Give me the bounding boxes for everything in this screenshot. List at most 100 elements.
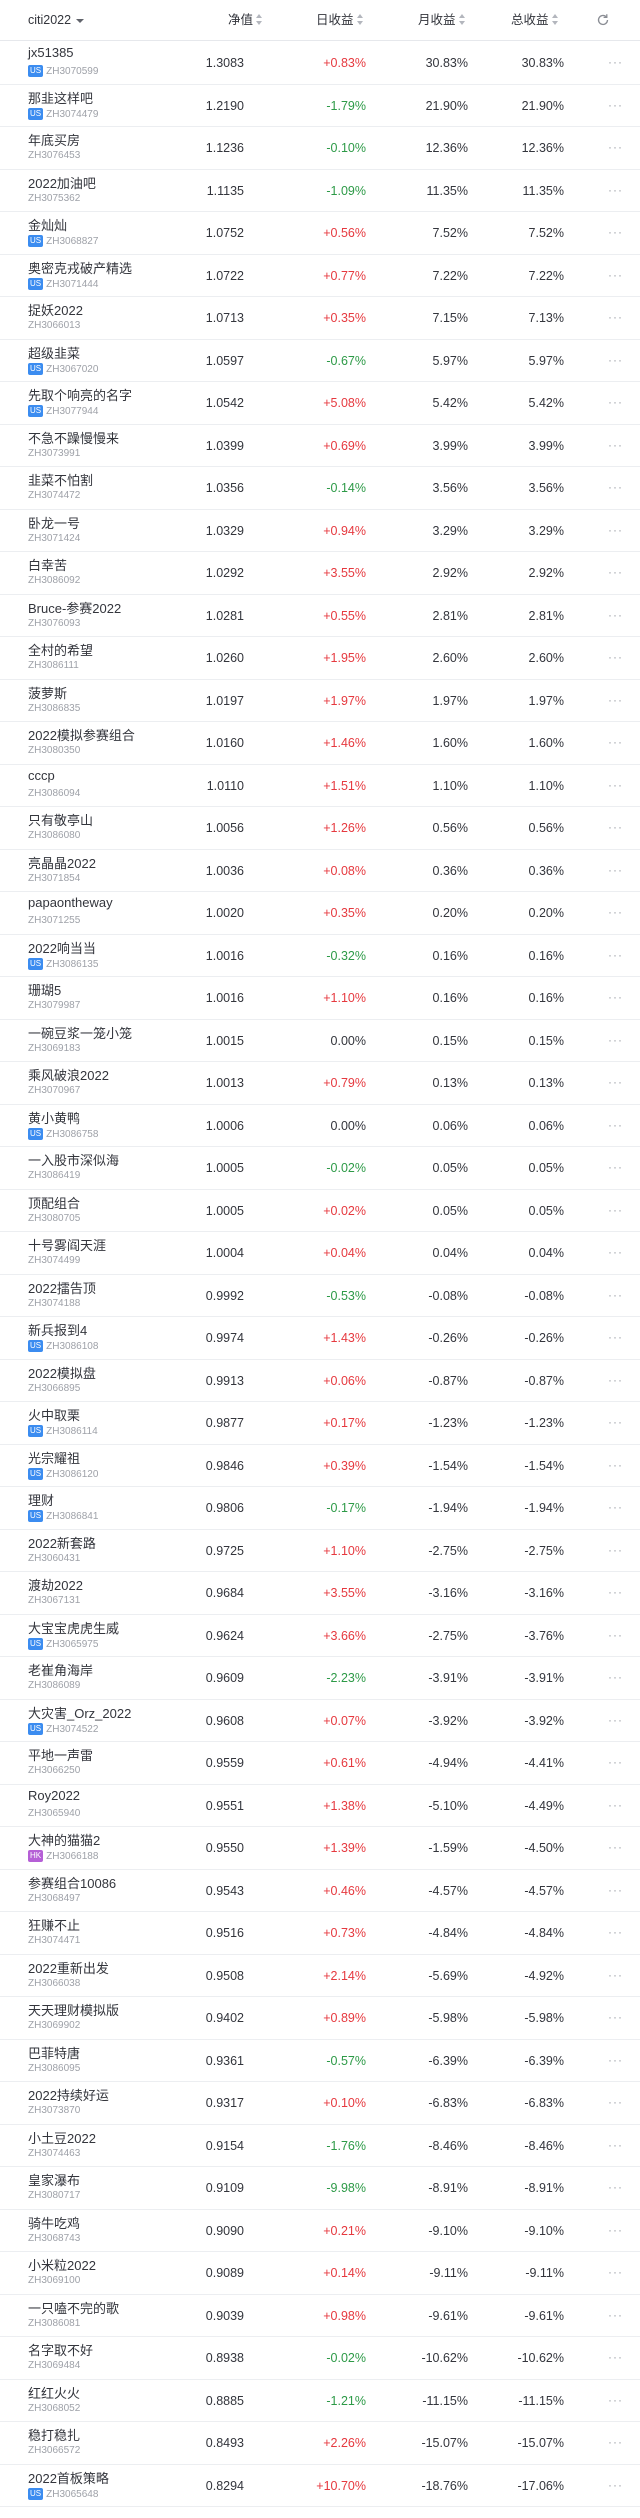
table-row[interactable]: 2022擂告顶 ZH3074188 0.9992 -0.53% -0.08% -0.08%… bbox=[0, 1275, 640, 1317]
table-row[interactable]: 新兵报到4 US ZH3086108 0.9974 +1.43% -0.26% -0.26%… bbox=[0, 1317, 640, 1360]
more-icon[interactable]: ··· bbox=[608, 97, 623, 112]
table-row[interactable]: 黄小黄鸭 US ZH3086758 1.0006 0.00% 0.06% 0.06% ··· bbox=[0, 1105, 640, 1147]
portfolio-name[interactable]: 顶配组合 bbox=[28, 1195, 81, 1211]
more-icon[interactable]: ··· bbox=[608, 2180, 623, 2194]
portfolio-name[interactable]: 一只嗑不完的歌 bbox=[28, 2300, 120, 2316]
more-icon[interactable]: ··· bbox=[608, 2137, 623, 2152]
portfolio-name[interactable]: 巴菲特唐 bbox=[28, 2045, 81, 2061]
table-row[interactable]: 2022重新出发 ZH3066038 0.9508 +2.14% -5.69% -4.92… bbox=[0, 1955, 640, 1997]
more-icon[interactable]: ··· bbox=[608, 1585, 623, 1599]
more-icon[interactable]: ··· bbox=[608, 437, 623, 452]
more-icon[interactable]: ··· bbox=[608, 2350, 623, 2364]
portfolio-name[interactable]: 2022加油吧 bbox=[28, 175, 96, 191]
more-icon[interactable]: ··· bbox=[608, 1372, 623, 1387]
more-icon[interactable]: ··· bbox=[608, 1075, 623, 1089]
table-row[interactable]: 超级韭菜 US ZH3067020 1.0597 -0.67% 5.97% 5.97% ··· bbox=[0, 340, 640, 382]
more-icon[interactable]: ··· bbox=[608, 862, 623, 877]
sort-nav[interactable]: 净值 bbox=[228, 0, 263, 41]
more-icon[interactable]: ··· bbox=[608, 692, 623, 707]
portfolio-name[interactable]: Bruce-参赛2022 bbox=[28, 600, 122, 616]
table-row[interactable]: 不急不躁慢慢来 ZH3073991 1.0399 +0.69% 3.99% 3.99% ··… bbox=[0, 425, 640, 467]
table-row[interactable]: 皇家瀑布 ZH3080717 0.9109 -9.98% -8.91% -8.91% ··· bbox=[0, 2167, 640, 2210]
table-row[interactable]: 2022新套路 ZH3060431 0.9725 +1.10% -2.75% -2.75%… bbox=[0, 1530, 640, 1572]
table-row[interactable]: 稳打稳扎 ZH3066572 0.8493 +2.26% -15.07% -15.07% ·… bbox=[0, 2422, 640, 2465]
more-icon[interactable]: ··· bbox=[608, 55, 623, 69]
table-row[interactable]: 渡劫2022 ZH3067131 0.9684 +3.55% -3.16% -3.16% ·… bbox=[0, 1572, 640, 1615]
more-icon[interactable]: ··· bbox=[608, 1032, 623, 1047]
table-row[interactable]: 巴菲特唐 ZH3086095 0.9361 -0.57% -6.39% -6.39% ··· bbox=[0, 2040, 640, 2082]
table-row[interactable]: 大宝宝虎虎生威 US ZH3065975 0.9624 +3.66% -2.75% -3.7… bbox=[0, 1615, 640, 1657]
table-row[interactable]: 一碗豆浆一笼小笼 ZH3069183 1.0015 0.00% 0.15% 0.15% ··… bbox=[0, 1020, 640, 1062]
table-row[interactable]: 2022加油吧 ZH3075362 1.1135 -1.09% 11.35% 11.35%… bbox=[0, 170, 640, 212]
table-row[interactable]: 那韭这样吧 US ZH3074479 1.2190 -1.79% 21.90% 21.90%… bbox=[0, 85, 640, 127]
more-icon[interactable]: ··· bbox=[608, 1755, 623, 1769]
table-row[interactable]: 2022首板策略 US ZH3065648 0.8294 +10.70% -18.76% -… bbox=[0, 2465, 640, 2507]
table-row[interactable]: 大灾害_Orz_2022 US ZH3074522 0.9608 +0.07% -3.92… bbox=[0, 1700, 640, 1742]
portfolio-name[interactable]: 渡劫2022 bbox=[28, 1578, 83, 1593]
table-row[interactable]: 光宗耀祖 US ZH3086120 0.9846 +0.39% -1.54% -1.54% ·… bbox=[0, 1445, 640, 1487]
more-icon[interactable]: ··· bbox=[608, 2095, 623, 2109]
table-row[interactable]: 奥密克戎破产精选 US ZH3071444 1.0722 +0.77% 7.22% 7.22… bbox=[0, 255, 640, 297]
table-row[interactable]: 全村的希望 ZH3086111 1.0260 +1.95% 2.60% 2.60% ··· bbox=[0, 637, 640, 680]
more-icon[interactable]: ··· bbox=[608, 2010, 623, 2024]
portfolio-name[interactable]: 平地一声雷 bbox=[28, 1748, 94, 1763]
table-row[interactable]: 2022响当当 US ZH3086135 1.0016 -0.32% 0.16% 0.16%… bbox=[0, 935, 640, 977]
table-row[interactable]: 年底买房 ZH3076453 1.1236 -0.10% 12.36% 12.36% ··· bbox=[0, 127, 640, 170]
table-row[interactable]: 韭菜不怕割 ZH3074472 1.0356 -0.14% 3.56% 3.56% ··· bbox=[0, 467, 640, 510]
portfolio-name[interactable]: 红红火火 bbox=[28, 2385, 81, 2401]
portfolio-name[interactable]: 大神的猫猫2 bbox=[28, 1833, 101, 1848]
sort-month-return[interactable]: 月收益 bbox=[418, 0, 465, 41]
sort-total-return[interactable]: 总收益 bbox=[511, 0, 558, 41]
more-icon[interactable]: ··· bbox=[608, 267, 623, 282]
more-icon[interactable]: ··· bbox=[608, 140, 623, 154]
more-icon[interactable]: ··· bbox=[608, 1840, 623, 1854]
portfolio-name[interactable]: 老崔角海岸 bbox=[28, 1663, 94, 1678]
table-row[interactable]: 一只嗑不完的歌 ZH3086081 0.9039 +0.98% -9.61% -9.61%… bbox=[0, 2295, 640, 2337]
portfolio-name[interactable]: 2022首板策略 bbox=[28, 2470, 109, 2486]
more-icon[interactable]: ··· bbox=[608, 310, 623, 324]
table-row[interactable]: 亮晶晶2022 ZH3071854 1.0036 +0.08% 0.36% 0.36% ··… bbox=[0, 850, 640, 892]
more-icon[interactable]: ··· bbox=[608, 1160, 623, 1174]
more-icon[interactable]: ··· bbox=[608, 947, 623, 962]
table-row[interactable]: 金灿灿 US ZH3068827 1.0752 +0.56% 7.52% 7.52% ··· bbox=[0, 212, 640, 255]
table-row[interactable]: 捉妖2022 ZH3066013 1.0713 +0.35% 7.15% 7.13% ··· bbox=[0, 297, 640, 340]
table-row[interactable]: 2022持续好运 ZH3073870 0.9317 +0.10% -6.83% -6.83… bbox=[0, 2082, 640, 2125]
portfolio-name[interactable]: 2022响当当 bbox=[28, 940, 96, 956]
portfolio-name[interactable]: 光宗耀祖 bbox=[28, 1450, 81, 1466]
portfolio-name[interactable]: 奥密克戎破产精选 bbox=[28, 260, 133, 276]
more-icon[interactable]: ··· bbox=[608, 990, 623, 1004]
table-row[interactable]: papaontheway ZH3071255 1.0020 +0.35% 0.20% 0.… bbox=[0, 892, 640, 935]
portfolio-name[interactable]: 名字取不好 bbox=[28, 2343, 94, 2358]
portfolio-name[interactable]: 超级韭菜 bbox=[28, 345, 81, 361]
portfolio-name[interactable]: 一入股市深似海 bbox=[28, 1153, 120, 1168]
portfolio-name[interactable]: 大宝宝虎虎生威 bbox=[28, 1620, 120, 1636]
more-icon[interactable]: ··· bbox=[608, 565, 623, 579]
more-icon[interactable]: ··· bbox=[608, 1202, 623, 1217]
more-icon[interactable]: ··· bbox=[608, 2052, 623, 2067]
more-icon[interactable]: ··· bbox=[608, 1670, 623, 1684]
more-icon[interactable]: ··· bbox=[608, 1797, 623, 1812]
table-row[interactable]: 小米粒2022 ZH3069100 0.9089 +0.14% -9.11% -9.11%… bbox=[0, 2252, 640, 2295]
table-row[interactable]: 白幸苦 ZH3086092 1.0292 +3.55% 2.92% 2.92% ··· bbox=[0, 552, 640, 595]
portfolio-name[interactable]: 韭菜不怕割 bbox=[28, 473, 94, 488]
portfolio-name[interactable]: 2022新套路 bbox=[28, 1535, 96, 1551]
portfolio-name[interactable]: 卧龙一号 bbox=[28, 515, 81, 531]
more-icon[interactable]: ··· bbox=[608, 522, 623, 537]
more-icon[interactable]: ··· bbox=[608, 2265, 623, 2279]
table-row[interactable]: Bruce-参赛2022 ZH3076093 1.0281 +0.55% 2.81% 2.… bbox=[0, 595, 640, 637]
table-row[interactable]: 2022模拟盘 ZH3066895 0.9913 +0.06% -0.87% -0.87%… bbox=[0, 1360, 640, 1402]
portfolio-name[interactable]: 金灿灿 bbox=[28, 218, 68, 233]
portfolio-name[interactable]: 2022重新出发 bbox=[28, 1960, 109, 1976]
table-row[interactable]: 十号雾阎天涯 ZH3074499 1.0004 +0.04% 0.04% 0.04% ··· bbox=[0, 1232, 640, 1275]
portfolio-name[interactable]: 珊瑚5 bbox=[28, 983, 62, 998]
portfolio-name[interactable]: 大灾害_Orz_2022 bbox=[28, 1705, 132, 1721]
portfolio-name[interactable]: 亮晶晶2022 bbox=[28, 855, 96, 871]
table-row[interactable]: 老崔角海岸 ZH3086089 0.9609 -2.23% -3.91% -3.91% ··… bbox=[0, 1657, 640, 1700]
table-row[interactable]: 名字取不好 ZH3069484 0.8938 -0.02% -10.62% -10.62%… bbox=[0, 2337, 640, 2380]
more-icon[interactable]: ··· bbox=[608, 480, 623, 494]
portfolio-name[interactable]: 小土豆2022 bbox=[28, 2130, 96, 2146]
more-icon[interactable]: ··· bbox=[608, 2392, 623, 2407]
table-row[interactable]: 2022模拟参赛组合 ZH3080350 1.0160 +1.46% 1.60% 1.60… bbox=[0, 722, 640, 765]
more-icon[interactable]: ··· bbox=[608, 1245, 623, 1259]
table-row[interactable]: cccp ZH3086094 1.0110 +1.51% 1.10% 1.10% ··· bbox=[0, 765, 640, 807]
